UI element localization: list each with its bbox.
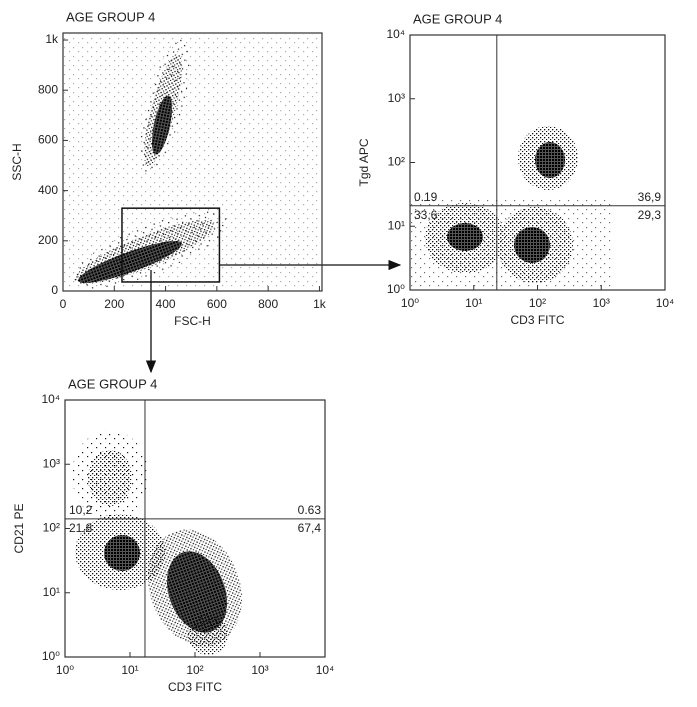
quadrant-percentage: 33,6	[414, 208, 438, 222]
chart-title: AGE GROUP 4	[66, 9, 155, 24]
x-tick-label: 10⁴	[656, 296, 675, 310]
x-tick-label: 10¹	[121, 663, 138, 677]
y-tick-label: 400	[38, 183, 58, 197]
y-tick-label: 10⁰	[387, 282, 405, 296]
y-tick-label: 200	[38, 233, 58, 247]
plot-frame	[62, 32, 323, 292]
y-tick-label: 800	[38, 82, 58, 96]
x-tick-label: 0	[60, 297, 67, 311]
x-tick-label: 10⁴	[316, 663, 335, 677]
y-tick-label: 10²	[43, 521, 60, 535]
y-tick-label: 10¹	[388, 218, 405, 232]
y-tick-label: 10³	[388, 91, 405, 105]
quadrant-percentage: 0.19	[414, 190, 438, 204]
y-tick-label: 0	[51, 283, 58, 297]
x-tick-label: 400	[156, 297, 176, 311]
y-tick-label: 1k	[45, 32, 59, 46]
x-tick-label: 10¹	[465, 296, 482, 310]
x-axis-label: FSC-H	[174, 314, 211, 328]
chart-title: AGE GROUP 4	[68, 376, 157, 391]
cell-clouds	[64, 34, 611, 655]
gate-rectangle	[121, 207, 221, 283]
x-axis-label: CD3 FITC	[511, 313, 565, 327]
y-axis-label: Tgd APC	[357, 138, 371, 186]
x-tick-label: 600	[207, 297, 227, 311]
x-tick-label: 10³	[593, 296, 610, 310]
x-tick-label: 10²	[529, 296, 546, 310]
y-tick-label: 10¹	[43, 585, 60, 599]
x-tick-label: 10³	[251, 663, 268, 677]
quadrant-percentage: 29,3	[638, 208, 662, 222]
quadrant-percentage: 21,8	[69, 521, 93, 535]
x-tick-label: 1k	[313, 297, 327, 311]
y-tick-label: 10⁴	[41, 392, 60, 406]
quadrant-percentage: 0.63	[298, 503, 322, 517]
y-tick-label: 10³	[43, 456, 60, 470]
x-tick-label: 10⁰	[401, 296, 419, 310]
y-tick-label: 600	[38, 133, 58, 147]
gate-arrows	[145, 259, 402, 374]
quadrant-percentage: 36,9	[638, 190, 662, 204]
y-tick-label: 10⁰	[42, 649, 60, 663]
x-tick-label: 800	[258, 297, 278, 311]
quadrant-percentage: 10,2	[69, 503, 93, 517]
x-tick-label: 200	[104, 297, 124, 311]
y-axis-label: SSC-H	[10, 143, 24, 180]
quadrant-percentage: 67,4	[298, 521, 322, 535]
x-axis-label: CD3 FITC	[168, 680, 222, 694]
y-tick-label: 10²	[388, 155, 405, 169]
x-tick-label: 10²	[186, 663, 203, 677]
y-axis-label: CD21 PE	[12, 503, 26, 553]
y-tick-label: 10⁴	[386, 27, 405, 41]
x-tick-label: 10⁰	[56, 663, 74, 677]
chart-title: AGE GROUP 4	[413, 11, 502, 26]
